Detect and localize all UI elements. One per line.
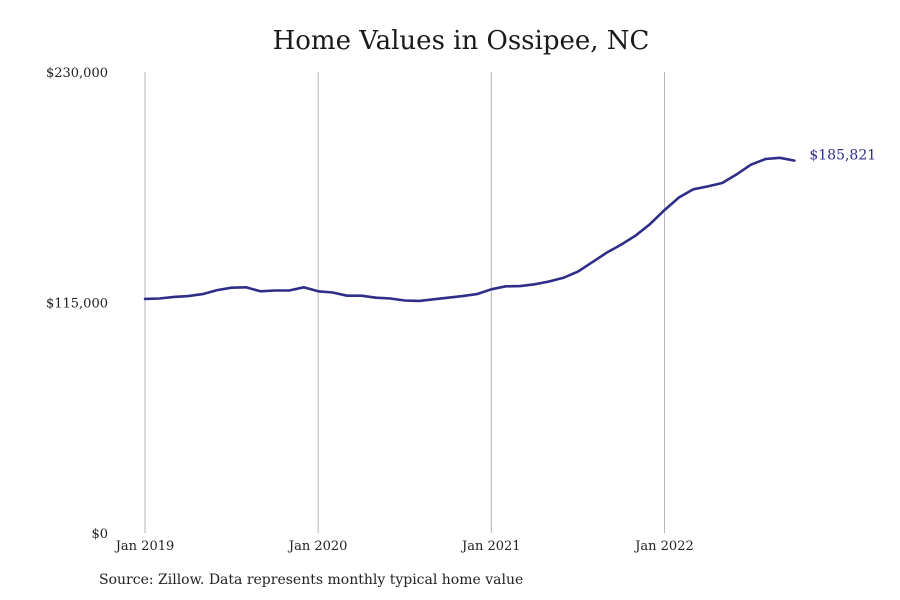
x-tick-label: Jan 2020 (287, 539, 348, 554)
y-axis-labels: $0 $115,000 $230,000 (46, 66, 108, 542)
y-tick-label: $0 (91, 527, 108, 542)
x-tick-label: Jan 2022 (633, 539, 694, 554)
source-note: Source: Zillow. Data represents monthly … (99, 572, 524, 588)
y-tick-label: $115,000 (46, 297, 108, 312)
gridlines (144, 72, 665, 533)
series-line (143, 156, 796, 303)
y-tick-label: $230,000 (46, 66, 108, 81)
end-value-label: $185,821 (809, 148, 876, 164)
chart-title: Home Values in Ossipee, NC (272, 26, 650, 56)
x-tick-label: Jan 2019 (114, 539, 175, 554)
x-tick-label: Jan 2021 (460, 539, 521, 554)
x-axis-labels: Jan 2019 Jan 2020 Jan 2021 Jan 2022 (114, 539, 694, 554)
